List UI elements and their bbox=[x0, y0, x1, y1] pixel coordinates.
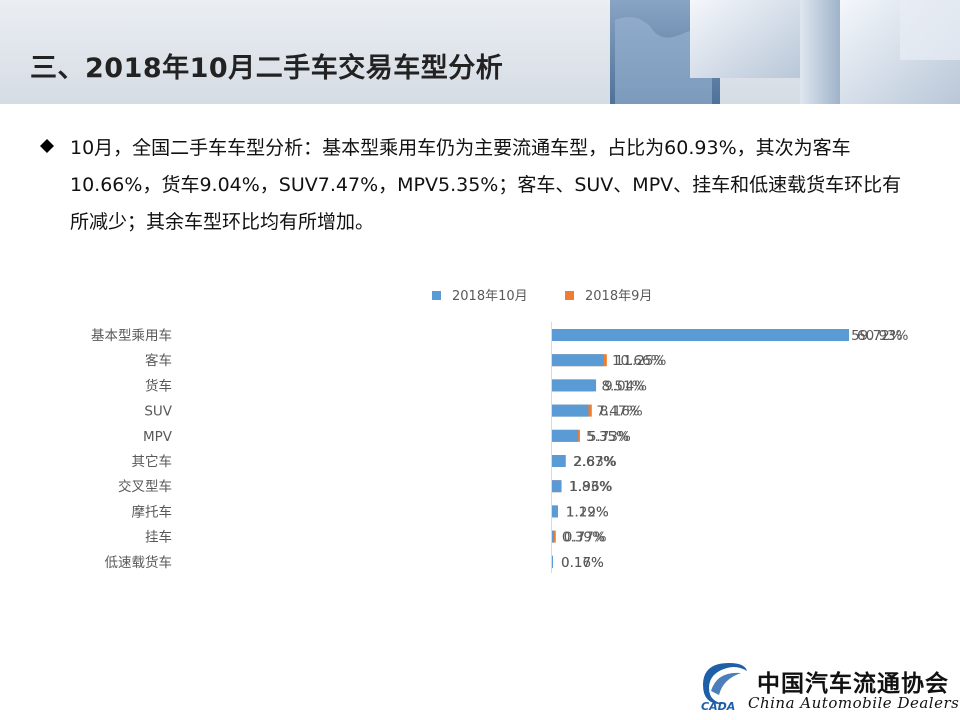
bar-oct bbox=[552, 480, 562, 493]
category-label: 挂车 bbox=[145, 529, 172, 546]
bar-oct bbox=[552, 530, 554, 543]
page-title: 三、2018年10月二手车交易车型分析 bbox=[30, 53, 504, 84]
header-banner: 三、2018年10月二手车交易车型分析 bbox=[0, 0, 960, 104]
data-label-sep: 59.72% bbox=[851, 328, 903, 344]
diamond-bullet-icon bbox=[40, 139, 54, 153]
bar-oct bbox=[552, 404, 589, 417]
logo-text: CADA bbox=[701, 700, 735, 713]
bar-oct bbox=[552, 505, 558, 518]
data-label-sep: 0.16% bbox=[561, 555, 604, 571]
header-decoration bbox=[610, 0, 960, 104]
category-label: 货车 bbox=[145, 377, 172, 394]
data-label-sep: 8.16% bbox=[600, 404, 643, 420]
bar-oct bbox=[552, 354, 604, 367]
data-label-sep: 5.73% bbox=[588, 429, 631, 445]
category-label: 摩托车 bbox=[132, 503, 173, 520]
category-label: SUV bbox=[144, 404, 172, 420]
legend-label-1: 2018年9月 bbox=[585, 289, 652, 304]
category-label: 低速载货车 bbox=[105, 554, 173, 571]
data-label-oct: 1.96% bbox=[570, 479, 613, 495]
data-label-oct: 0.17% bbox=[561, 555, 604, 571]
category-label: 基本型乘用车 bbox=[91, 327, 172, 344]
bar-oct bbox=[552, 429, 579, 442]
cada-logo-icon: CADA bbox=[701, 663, 747, 713]
data-label-sep: 1.83% bbox=[569, 479, 612, 495]
legend-swatch-0 bbox=[432, 291, 441, 300]
data-label-oct: 1.22% bbox=[566, 504, 609, 520]
data-label-sep: 11.25% bbox=[615, 353, 667, 369]
data-label-sep: 0.77% bbox=[564, 530, 607, 546]
data-labels: 59.72%60.93% 11.25%10.66% 8.51%9.04% 8.16%7… bbox=[561, 328, 909, 571]
data-label-oct: 9.04% bbox=[604, 378, 647, 394]
category-label: MPV bbox=[143, 429, 173, 445]
bar-oct bbox=[552, 329, 849, 341]
data-label-sep: 1.19% bbox=[566, 504, 609, 520]
org-name-en: China Automobile Dealers bbox=[748, 694, 960, 712]
category-label: 其它车 bbox=[132, 453, 173, 470]
org-name-cn: 中国汽车流通协会 bbox=[757, 671, 949, 697]
data-label-sep: 8.51% bbox=[601, 378, 644, 394]
legend-swatch-1 bbox=[565, 291, 574, 300]
data-label-oct: 5.35% bbox=[586, 429, 629, 445]
data-label-oct: 10.66% bbox=[612, 353, 664, 369]
legend-label-0: 2018年10月 bbox=[452, 289, 528, 304]
bar-oct bbox=[552, 555, 553, 568]
chart-legend: 2018年10月 2018年9月 bbox=[432, 289, 652, 304]
bar-oct bbox=[552, 455, 566, 467]
bar-series bbox=[552, 329, 849, 568]
category-label: 客车 bbox=[145, 352, 172, 369]
data-label-sep: 2.67% bbox=[573, 454, 616, 470]
data-label-oct: 7.47% bbox=[596, 404, 639, 420]
summary-text: 10月，全国二手车车型分析：基本型乘用车仍为主要流通车型，占比为60.93%，其… bbox=[70, 137, 902, 233]
category-label: 交叉型车 bbox=[118, 478, 172, 495]
bar-oct bbox=[552, 379, 597, 392]
data-label-oct: 0.39% bbox=[562, 530, 605, 546]
data-label-oct: 2.83% bbox=[574, 454, 617, 470]
data-label-oct: 60.93% bbox=[857, 328, 909, 344]
